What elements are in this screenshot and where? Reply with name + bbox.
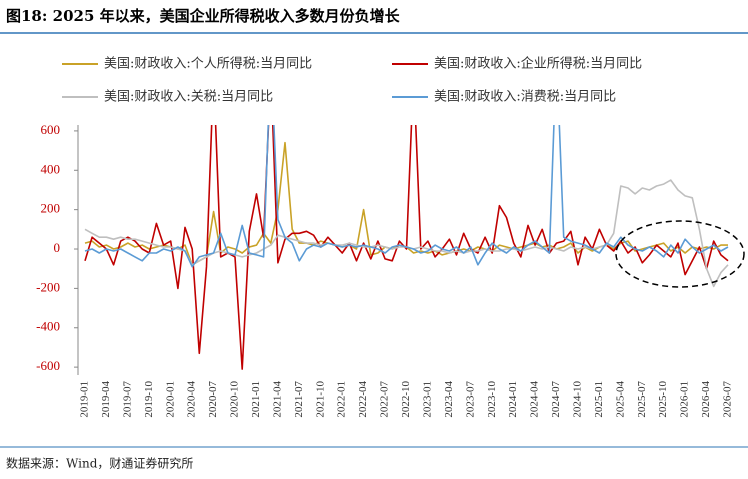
x-tick-label: 2026-01: [679, 381, 691, 418]
x-tick-label: 2019-04: [100, 381, 112, 418]
y-tick-label: 400: [41, 161, 61, 176]
x-tick-label: 2022-01: [336, 381, 348, 418]
x-tick-label: 2019-07: [121, 381, 133, 418]
legend-label: 美国:财政收入:企业所得税:当月同比: [434, 56, 642, 72]
x-tick-label: 2023-01: [421, 381, 433, 418]
series-line: [84, 125, 729, 268]
x-tick-label: 2025-04: [614, 381, 626, 418]
plot-area: [84, 125, 729, 370]
x-tick-label: 2020-04: [186, 381, 198, 418]
x-tick-label: 2024-10: [571, 381, 583, 418]
x-tick-label: 2024-07: [550, 381, 562, 418]
x-tick-label: 2024-04: [529, 381, 541, 418]
x-tick-label: 2020-07: [207, 381, 219, 418]
series-line: [84, 125, 729, 370]
y-tick-label: -200: [36, 279, 60, 294]
x-tick-label: 2020-10: [229, 381, 241, 418]
x-tick-label: 2021-04: [271, 381, 283, 418]
source: 数据来源：Wind，财通证券研究所: [6, 456, 193, 471]
chart-title: 图18: 2025 年以来，美国企业所得税收入多数月份负增长: [6, 7, 401, 25]
legend-label: 美国:财政收入:关税:当月同比: [104, 90, 273, 105]
x-tick-label: 2022-10: [400, 381, 412, 418]
highlight-ellipse: [615, 220, 745, 288]
y-tick-label: -400: [36, 319, 60, 334]
x-tick-label: 2026-04: [700, 381, 712, 418]
x-tick-label: 2026-07: [722, 381, 734, 418]
x-tick-label: 2024-01: [507, 381, 519, 418]
x-tick-label: 2022-07: [379, 381, 391, 418]
x-tick-label: 2021-07: [293, 381, 305, 418]
x-tick-label: 2019-10: [143, 381, 155, 418]
x-tick-label: 2023-07: [464, 381, 476, 418]
x-tick-label: 2021-10: [314, 381, 326, 418]
y-tick-label: -600: [36, 358, 60, 373]
y-tick-label: 600: [41, 122, 61, 137]
y-tick-label: 200: [41, 201, 61, 216]
y-tick-label: 0: [54, 240, 61, 255]
x-tick-label: 2021-01: [250, 381, 262, 418]
x-tick-label: 2020-01: [164, 381, 176, 418]
x-tick-label: 2025-07: [636, 381, 648, 418]
legend-label: 美国:财政收入:消费税:当月同比: [434, 90, 616, 105]
x-tick-label: 2023-04: [443, 381, 455, 418]
legend-label: 美国:财政收入:个人所得税:当月同比: [104, 56, 312, 72]
x-tick-label: 2025-01: [593, 381, 605, 418]
x-tick-label: 2022-04: [357, 381, 369, 418]
x-tick-label: 2019-01: [79, 381, 91, 418]
x-tick-label: 2025-10: [657, 381, 669, 418]
x-tick-label: 2023-10: [486, 381, 498, 418]
